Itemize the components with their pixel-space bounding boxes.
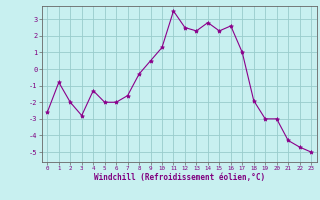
X-axis label: Windchill (Refroidissement éolien,°C): Windchill (Refroidissement éolien,°C) — [94, 173, 265, 182]
